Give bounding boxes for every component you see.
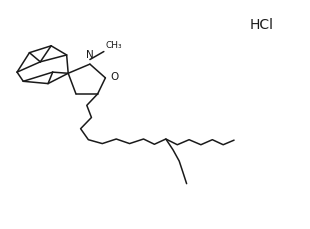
Text: O: O [110,72,119,82]
Text: HCl: HCl [250,18,274,32]
Text: N: N [86,50,94,60]
Text: CH₃: CH₃ [105,41,122,50]
